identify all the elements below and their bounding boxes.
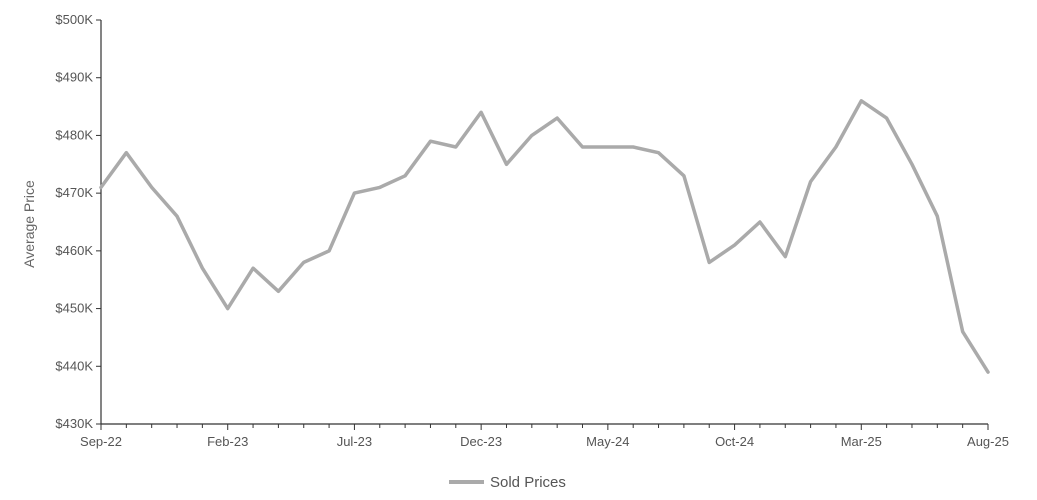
legend[interactable]: Sold Prices bbox=[449, 474, 566, 491]
data-point[interactable] bbox=[809, 180, 813, 184]
data-point[interactable] bbox=[885, 116, 889, 120]
data-point[interactable] bbox=[910, 162, 914, 166]
x-tick-label: Jul-23 bbox=[337, 434, 372, 449]
y-tick-label: $470K bbox=[55, 185, 93, 200]
data-point[interactable] bbox=[631, 145, 635, 149]
data-point[interactable] bbox=[733, 243, 737, 247]
data-point[interactable] bbox=[961, 330, 965, 334]
data-point[interactable] bbox=[352, 191, 356, 195]
x-tick-label: Aug-25 bbox=[967, 434, 1009, 449]
data-point[interactable] bbox=[327, 249, 331, 253]
data-point[interactable] bbox=[428, 139, 432, 143]
y-axis-title: Average Price bbox=[21, 180, 37, 268]
legend-label: Sold Prices bbox=[490, 474, 566, 491]
data-point[interactable] bbox=[479, 110, 483, 114]
y-tick-label: $460K bbox=[55, 243, 93, 258]
data-point[interactable] bbox=[504, 162, 508, 166]
x-axis: Sep-22 Feb-23 Jul-23 Dec-23 May-24 Oct-24 Mar-… bbox=[80, 423, 1009, 449]
y-tick-label: $430K bbox=[55, 416, 93, 431]
y-tick-label: $450K bbox=[55, 301, 93, 316]
data-point[interactable] bbox=[682, 174, 686, 178]
data-point[interactable] bbox=[251, 266, 255, 270]
data-point[interactable] bbox=[986, 370, 990, 374]
data-point[interactable] bbox=[783, 255, 787, 259]
x-tick-label: Sep-22 bbox=[80, 434, 122, 449]
data-point[interactable] bbox=[758, 220, 762, 224]
x-tick-label: May-24 bbox=[586, 434, 629, 449]
data-point[interactable] bbox=[200, 266, 204, 270]
data-point[interactable] bbox=[302, 260, 306, 264]
x-tick-label: Feb-23 bbox=[207, 434, 248, 449]
x-tick-label: Oct-24 bbox=[715, 434, 754, 449]
data-point[interactable] bbox=[657, 151, 661, 155]
data-point[interactable] bbox=[707, 260, 711, 264]
data-point[interactable] bbox=[124, 151, 128, 155]
data-point[interactable] bbox=[935, 214, 939, 218]
y-axis: $430K $440K $450K $460K $470K $480K $490K $500K bbox=[55, 12, 102, 431]
y-tick-label: $440K bbox=[55, 358, 93, 373]
y-tick-label: $490K bbox=[55, 70, 93, 85]
series-line-sold-prices[interactable] bbox=[99, 99, 990, 374]
data-point[interactable] bbox=[555, 116, 559, 120]
data-point[interactable] bbox=[403, 174, 407, 178]
x-tick-label: Mar-25 bbox=[841, 434, 882, 449]
data-point[interactable] bbox=[378, 185, 382, 189]
data-point[interactable] bbox=[276, 289, 280, 293]
data-point[interactable] bbox=[859, 99, 863, 103]
x-tick-label: Dec-23 bbox=[460, 434, 502, 449]
data-point[interactable] bbox=[150, 185, 154, 189]
data-point[interactable] bbox=[99, 185, 103, 189]
data-point[interactable] bbox=[834, 145, 838, 149]
data-point[interactable] bbox=[581, 145, 585, 149]
y-tick-label: $480K bbox=[55, 127, 93, 142]
data-point[interactable] bbox=[175, 214, 179, 218]
data-point[interactable] bbox=[606, 145, 610, 149]
y-tick-label: $500K bbox=[55, 12, 93, 27]
series-layer bbox=[99, 99, 990, 374]
data-point[interactable] bbox=[454, 145, 458, 149]
data-point[interactable] bbox=[530, 133, 534, 137]
data-point[interactable] bbox=[226, 307, 230, 311]
